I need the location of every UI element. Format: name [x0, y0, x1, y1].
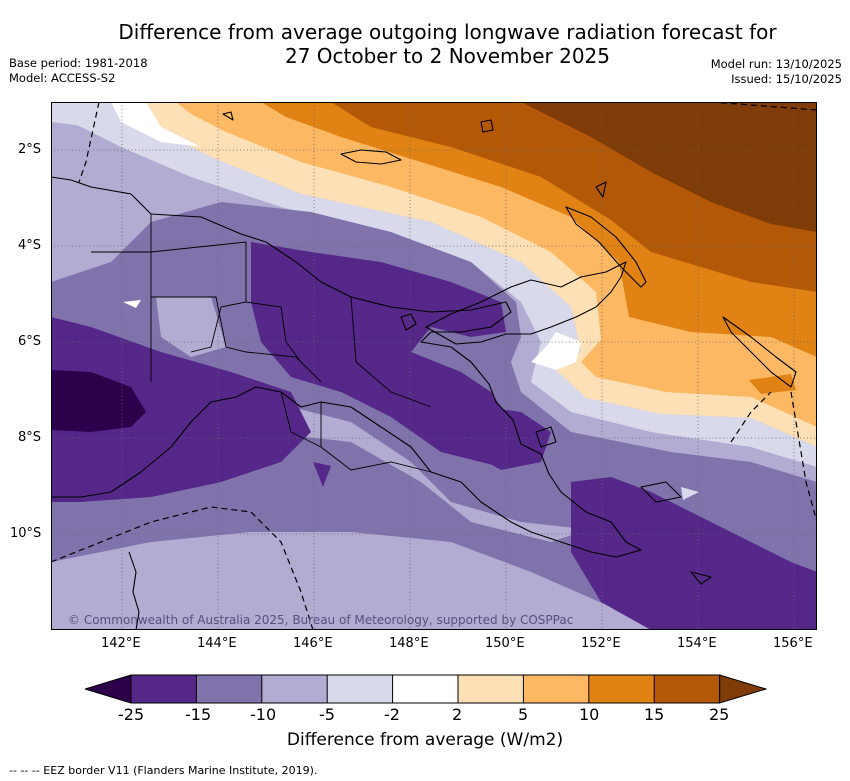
lat-label-2s: 2°S [18, 142, 42, 157]
colorbar-dividers [195, 675, 655, 703]
lon-label-156e: 156°E [773, 636, 813, 651]
coastlines [51, 111, 797, 630]
meta-right: Model run: 13/10/2025 Issued: 15/10/2025 [711, 57, 842, 87]
eez-borders [51, 102, 817, 630]
colorbar-label: Difference from average (W/m2) [286, 730, 564, 750]
contour-n5-2-top [51, 102, 126, 127]
contour-p25-max [521, 102, 817, 232]
lon-label-150e: 150°E [485, 636, 525, 651]
island-5 [595, 181, 607, 198]
island-4 [640, 481, 682, 503]
island-2 [480, 119, 494, 133]
lat-label-6s: 6°S [18, 334, 42, 349]
contour-white-patch-1 [123, 300, 141, 308]
manus-coast [340, 149, 402, 165]
model-name: Model: ACCESS-S2 [9, 71, 116, 85]
colorbar-bin-n10-5 [261, 675, 328, 703]
cbar-tick-p10: 10 [579, 705, 600, 724]
issued-date: Issued: 15/10/2025 [731, 72, 842, 86]
eez-footnote: -- -- -- EEZ border V11 (Flanders Marine… [9, 764, 318, 777]
lat-label-10s: 10°S [10, 526, 42, 541]
colorbar-min-extension [85, 674, 132, 704]
new-ireland-coast [565, 206, 647, 288]
colorbar-bin-n5-2 [327, 675, 393, 703]
australia-coast [128, 551, 140, 630]
colorbar-bin-p5-10 [523, 675, 589, 703]
contour-n25-15-patch [313, 462, 331, 487]
gridlines [51, 102, 817, 630]
lon-label-148e: 148°E [389, 636, 429, 651]
colorbar-outline [130, 674, 721, 704]
colorbar-max-extension [719, 674, 767, 704]
cbar-tick-n25: -25 [118, 705, 145, 724]
island-1 [400, 313, 417, 331]
colorbar-bin-p10-15 [588, 675, 655, 703]
model-run: Model run: 13/10/2025 [710, 57, 842, 71]
colorbar [85, 674, 767, 704]
meta-left: Base period: 1981-2018 Model: ACCESS-S2 [9, 56, 148, 86]
colorbar-bin-p15-25 [654, 675, 720, 703]
map-title: Difference from average outgoing longwav… [0, 20, 850, 68]
contour-n25-15-mid [451, 402, 551, 470]
island-6 [535, 426, 557, 448]
contour-white-band [111, 102, 201, 147]
cbar-tick-n2: -2 [384, 705, 400, 724]
colorbar-bin-n2-2 [392, 675, 458, 703]
olr-anomaly-map: © Commonwealth of Australia 2025, Bureau… [51, 102, 817, 630]
lon-label-146e: 146°E [293, 636, 333, 651]
lat-label-4s: 4°S [18, 238, 42, 253]
lon-label-154e: 154°E [677, 636, 717, 651]
contour-n25-15-southeast [571, 477, 817, 630]
lon-label-142e: 142°E [101, 636, 141, 651]
colorbar-bin-n25-15 [131, 675, 197, 703]
cbar-tick-n10: -10 [250, 705, 277, 724]
cbar-tick-p25: 25 [709, 705, 730, 724]
island-3 [222, 111, 234, 121]
contour-n5-2-patch [681, 487, 699, 500]
contour-white-east [531, 332, 581, 370]
province-borders [91, 214, 432, 473]
cbar-tick-p5: 5 [518, 705, 529, 724]
new-britain-coast [425, 261, 627, 345]
cbar-tick-n5: -5 [319, 705, 335, 724]
lat-label-8s: 8°S [18, 430, 42, 445]
cbar-tick-p15: 15 [644, 705, 665, 724]
island-7 [690, 571, 712, 585]
copyright-notice: © Commonwealth of Australia 2025, Bureau… [68, 613, 573, 627]
title-line-2: 27 October to 2 November 2025 [284, 44, 611, 68]
map-frame [51, 102, 817, 630]
title-line-1: Difference from average outgoing longwav… [118, 20, 777, 44]
bougainville-coast [722, 316, 797, 388]
contour-n25-15-west [51, 317, 311, 502]
lon-label-144e: 144°E [197, 636, 237, 651]
colorbar-bin-p2-5 [458, 675, 524, 703]
cbar-tick-n15: -15 [185, 705, 212, 724]
contour-n5-2 [51, 102, 817, 467]
lon-label-152e: 152°E [581, 636, 621, 651]
colorbar-bin-n15-10 [196, 675, 262, 703]
cbar-tick-p2: 2 [452, 705, 463, 724]
new-guinea-coast [51, 176, 642, 558]
contour-p10-15-patch [749, 374, 796, 394]
base-period: Base period: 1981-2018 [9, 56, 148, 70]
